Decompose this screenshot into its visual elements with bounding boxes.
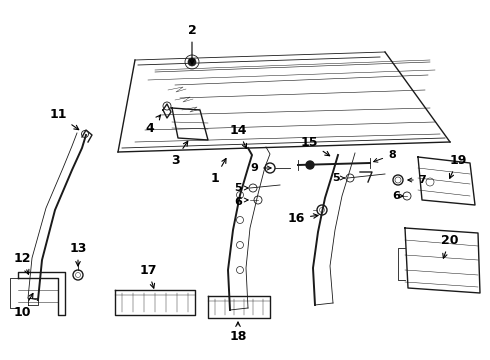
Text: 14: 14 — [229, 123, 247, 148]
Text: 11: 11 — [49, 108, 79, 130]
Text: 12: 12 — [13, 252, 31, 274]
Text: 10: 10 — [13, 293, 33, 319]
Text: 1: 1 — [211, 158, 226, 184]
Circle shape — [306, 161, 314, 169]
Text: 3: 3 — [171, 141, 188, 166]
Text: 18: 18 — [229, 322, 246, 343]
Circle shape — [188, 58, 196, 66]
Text: 20: 20 — [441, 234, 459, 258]
Text: 9: 9 — [250, 163, 271, 173]
Text: 6: 6 — [392, 191, 400, 201]
Text: 7: 7 — [418, 175, 426, 185]
Text: 8: 8 — [374, 150, 396, 162]
Text: 19: 19 — [449, 153, 466, 178]
Text: 6: 6 — [234, 197, 242, 207]
Text: 2: 2 — [188, 23, 196, 64]
Text: 5: 5 — [234, 183, 242, 193]
Text: 15: 15 — [300, 135, 330, 156]
Text: 5: 5 — [332, 173, 340, 183]
Text: 4: 4 — [146, 115, 160, 135]
Text: 16: 16 — [288, 211, 318, 225]
Text: 17: 17 — [139, 264, 157, 288]
Text: 13: 13 — [69, 242, 87, 266]
